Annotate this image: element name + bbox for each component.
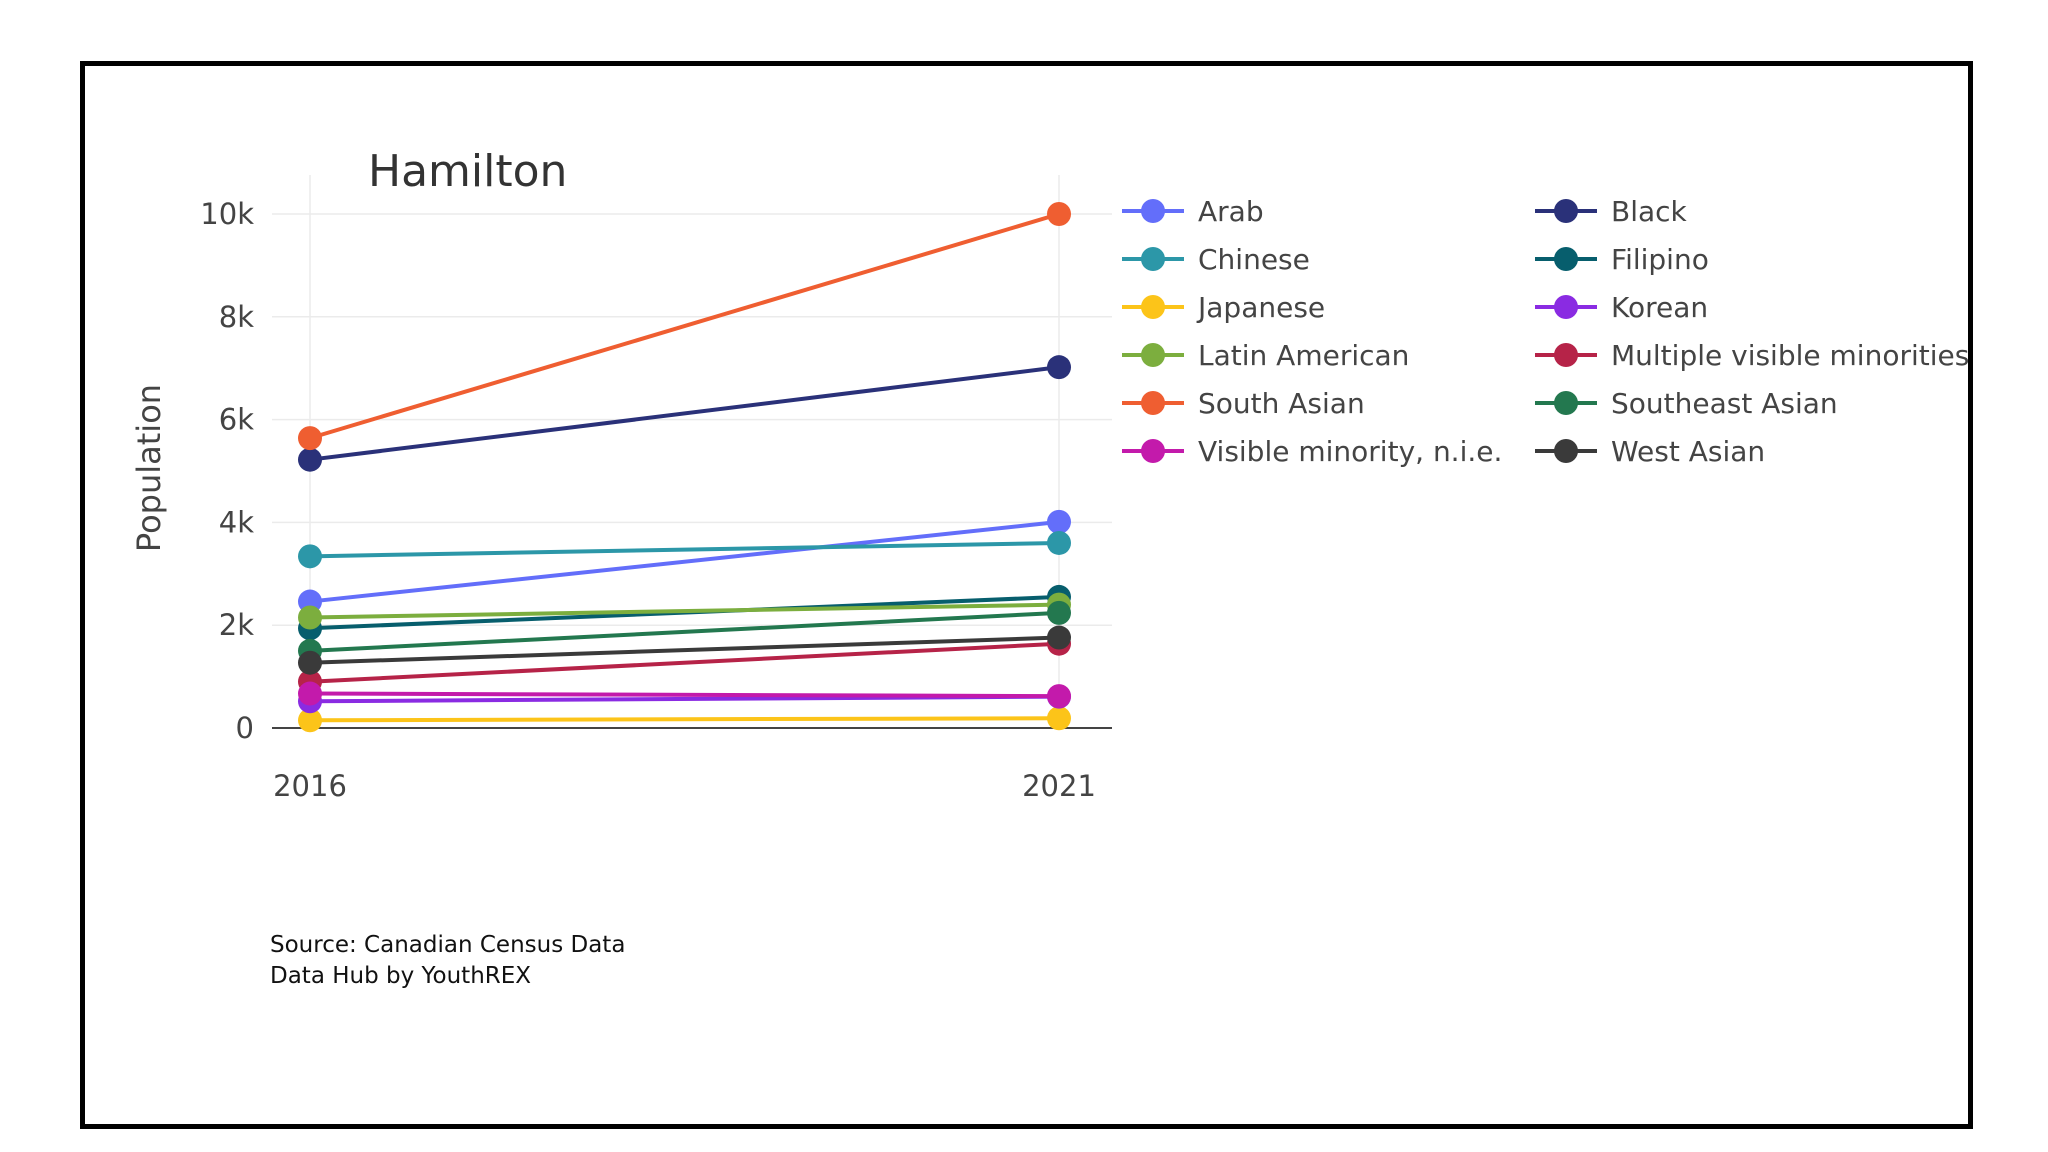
legend-item[interactable]: West Asian bbox=[1535, 435, 1765, 468]
data-point bbox=[1047, 530, 1071, 555]
x-tick-label: 2016 bbox=[273, 769, 347, 803]
y-tick-label: 2k bbox=[219, 608, 254, 642]
chart-title: Hamilton bbox=[368, 146, 567, 197]
legend-swatch-marker bbox=[1554, 343, 1578, 367]
legend-label: South Asian bbox=[1198, 387, 1365, 420]
legend-swatch-marker bbox=[1141, 247, 1165, 271]
data-point bbox=[1047, 509, 1071, 534]
legend-swatch-marker bbox=[1554, 391, 1578, 415]
data-point bbox=[298, 447, 322, 472]
y-axis-label: Population bbox=[130, 384, 168, 552]
data-point bbox=[298, 708, 322, 733]
series-line bbox=[309, 365, 1060, 462]
source-line: Source: Canadian Census Data bbox=[270, 932, 626, 958]
legend-swatch-marker bbox=[1554, 439, 1578, 463]
legend-label: Korean bbox=[1611, 291, 1708, 324]
legend-label: Filipino bbox=[1611, 243, 1709, 276]
legend-item[interactable]: Filipino bbox=[1535, 243, 1709, 276]
data-point bbox=[1047, 202, 1071, 226]
x-tick-label: 2021 bbox=[1022, 769, 1096, 803]
figure-frame bbox=[80, 61, 1973, 1129]
legend-swatch-marker bbox=[1554, 295, 1578, 319]
legend-label: Multiple visible minorities bbox=[1611, 339, 1969, 372]
series-line bbox=[309, 610, 1060, 653]
legend-item[interactable]: Southeast Asian bbox=[1535, 387, 1838, 420]
legend-swatch-marker bbox=[1141, 295, 1165, 319]
legend-item[interactable]: Arab bbox=[1122, 195, 1264, 228]
legend-label: West Asian bbox=[1611, 435, 1765, 468]
legend-label: Chinese bbox=[1198, 243, 1310, 276]
series-line bbox=[309, 602, 1060, 620]
series-line bbox=[309, 519, 1060, 604]
legend-label: Latin American bbox=[1198, 339, 1409, 372]
legend-item[interactable]: Multiple visible minorities bbox=[1535, 339, 1969, 372]
legend-item[interactable]: Chinese bbox=[1122, 243, 1310, 276]
legend-swatch-marker bbox=[1554, 199, 1578, 223]
legend-swatch-marker bbox=[1141, 199, 1165, 223]
legend-item[interactable]: Korean bbox=[1535, 291, 1708, 324]
y-tick-label: 10k bbox=[200, 197, 254, 231]
series-points bbox=[298, 202, 1071, 733]
data-point bbox=[298, 681, 322, 706]
y-tick-label: 8k bbox=[219, 300, 254, 334]
data-point bbox=[1047, 706, 1071, 731]
credit-line: Data Hub by YouthREX bbox=[270, 963, 532, 989]
data-point bbox=[1047, 355, 1071, 380]
legend-swatch-marker bbox=[1141, 343, 1165, 367]
legend-item[interactable]: Black bbox=[1535, 195, 1688, 228]
y-tick-label: 4k bbox=[219, 505, 254, 539]
data-point bbox=[298, 605, 322, 630]
legend-item[interactable]: Japanese bbox=[1122, 291, 1325, 324]
series-line bbox=[309, 540, 1060, 559]
data-point bbox=[298, 426, 322, 451]
series-lines bbox=[309, 212, 1060, 723]
series-line bbox=[309, 635, 1060, 665]
x-axis-ticks: 2016 2021 bbox=[273, 769, 1096, 803]
data-point bbox=[1047, 600, 1071, 625]
y-axis-ticks: 0 2k 4k 6k 8k 10k bbox=[200, 197, 254, 745]
series-line bbox=[309, 691, 1060, 699]
legend-label: Japanese bbox=[1196, 291, 1325, 324]
legend: Arab Black Chinese Filipino Japanese Korean La… bbox=[1122, 195, 1969, 468]
legend-item[interactable]: South Asian bbox=[1122, 387, 1365, 420]
data-point bbox=[298, 544, 322, 569]
legend-label: Southeast Asian bbox=[1611, 387, 1838, 420]
y-tick-label: 6k bbox=[219, 403, 254, 437]
legend-label: Visible minority, n.i.e. bbox=[1198, 435, 1502, 468]
series-line bbox=[309, 641, 1060, 684]
legend-swatch-marker bbox=[1141, 391, 1165, 415]
legend-label: Arab bbox=[1198, 195, 1264, 228]
series-line bbox=[309, 212, 1060, 441]
data-point bbox=[1047, 684, 1071, 709]
legend-item[interactable]: Visible minority, n.i.e. bbox=[1122, 435, 1502, 468]
legend-label: Black bbox=[1611, 195, 1688, 228]
data-point bbox=[1047, 625, 1071, 650]
legend-item[interactable]: Latin American bbox=[1122, 339, 1409, 372]
y-tick-label: 0 bbox=[236, 711, 254, 745]
data-point bbox=[298, 650, 322, 675]
source-note: Source: Canadian Census Data Data Hub by… bbox=[270, 930, 625, 992]
series-line bbox=[309, 716, 1060, 723]
legend-swatch-marker bbox=[1141, 439, 1165, 463]
legend-swatch-marker bbox=[1554, 247, 1578, 271]
